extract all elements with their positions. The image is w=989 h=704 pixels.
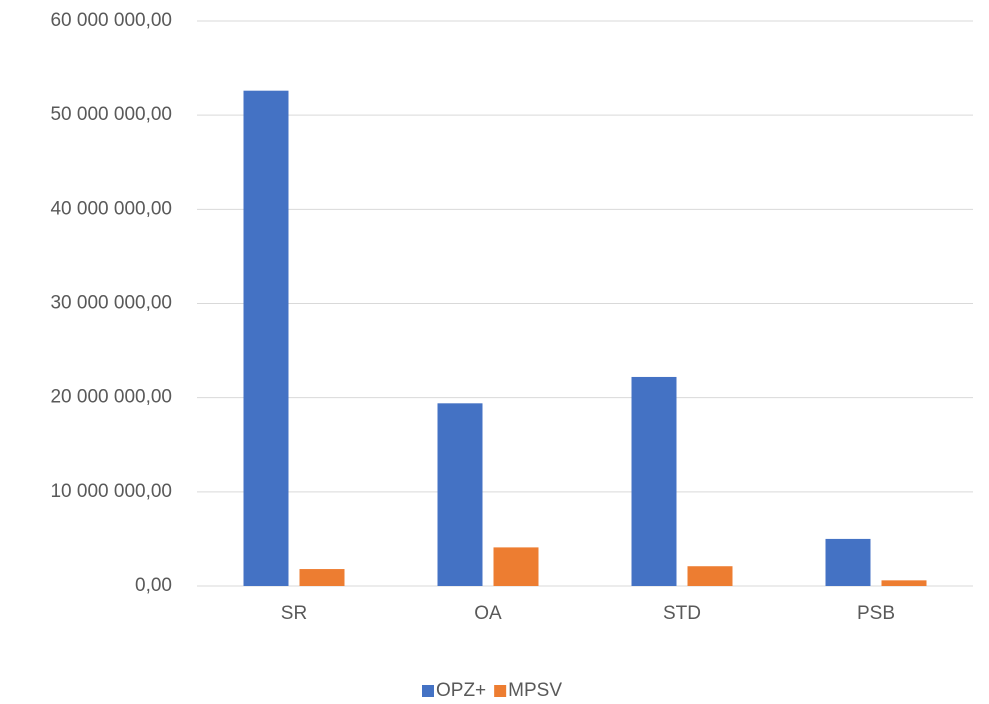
legend-label: OPZ+ (436, 680, 486, 701)
legend-label: MPSV (508, 680, 562, 701)
bar (631, 376, 677, 586)
bar (243, 90, 289, 586)
legend-swatch (422, 685, 434, 697)
x-tick-label: STD (663, 603, 701, 624)
bar (299, 569, 345, 586)
x-tick-label: PSB (857, 603, 895, 624)
y-tick-label: 60 000 000,00 (50, 10, 172, 31)
y-tick-label: 40 000 000,00 (50, 198, 172, 219)
bar (687, 566, 733, 586)
bar (493, 547, 539, 586)
bar (437, 403, 483, 586)
bar (825, 538, 871, 586)
y-tick-label: 10 000 000,00 (50, 481, 172, 502)
y-tick-label: 0,00 (135, 575, 172, 596)
bar (881, 580, 927, 586)
y-tick-label: 20 000 000,00 (50, 387, 172, 408)
legend-swatch (494, 685, 507, 697)
y-tick-label: 50 000 000,00 (50, 104, 172, 125)
x-tick-label: OA (474, 603, 502, 624)
x-tick-label: SR (281, 603, 307, 624)
y-tick-label: 30 000 000,00 (50, 293, 172, 314)
